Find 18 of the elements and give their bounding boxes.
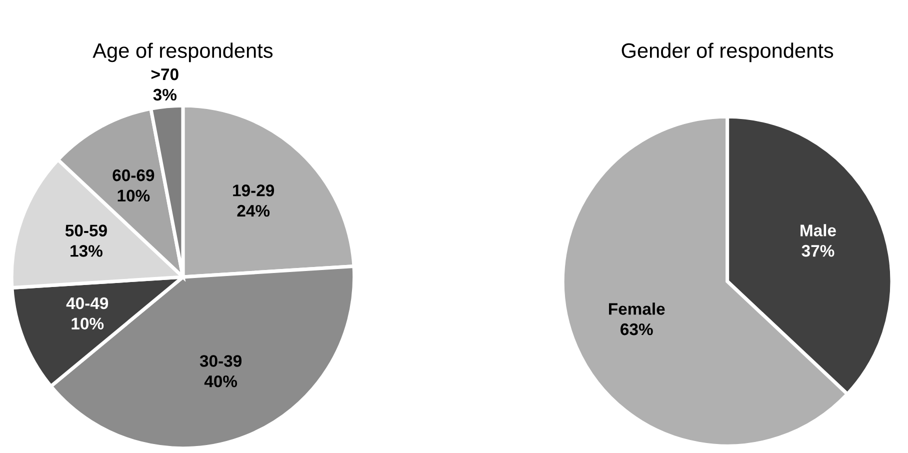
- chart-title: Gender of respondents: [622, 42, 834, 62]
- slice-label: >70: [151, 68, 178, 80]
- slice-label: Female: [609, 302, 665, 315]
- slice-label: 40-49: [66, 297, 108, 310]
- chart-title: Age of respondents: [92, 42, 273, 62]
- data-label: 10%: [72, 318, 104, 330]
- data-label: 13%: [70, 245, 102, 257]
- data-label: 3%: [153, 88, 177, 101]
- slice-label: 19-29: [233, 184, 274, 196]
- data-label: 63%: [620, 323, 653, 336]
- slice-label: 60-69: [112, 169, 154, 182]
- data-label: 24%: [237, 204, 270, 217]
- slice-label: 30-39: [200, 355, 242, 367]
- data-label: 37%: [802, 244, 834, 257]
- slice-label: 50-59: [65, 224, 107, 236]
- slice-label: Male: [800, 224, 836, 236]
- data-label: 10%: [118, 190, 150, 202]
- data-label: 40%: [204, 375, 238, 388]
